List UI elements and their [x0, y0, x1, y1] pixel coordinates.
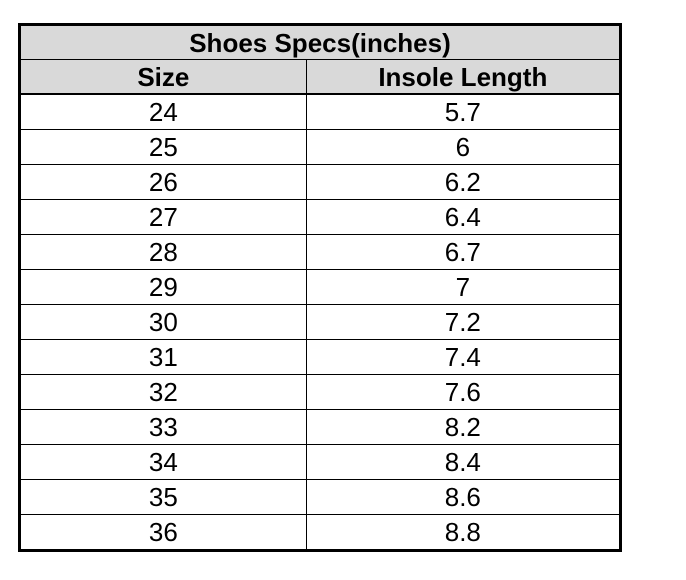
insole-length-cell: 6: [305, 129, 622, 165]
insole-length-cell: 7.6: [305, 374, 622, 410]
size-cell: 34: [19, 444, 307, 480]
title-row: Shoes Specs(inches): [19, 24, 621, 60]
size-cell: 32: [19, 374, 307, 410]
table-title: Shoes Specs(inches): [19, 24, 621, 60]
table-row: 29 7: [19, 269, 622, 305]
table-row: 25 6: [19, 129, 622, 165]
insole-length-cell: 8.8: [305, 514, 622, 551]
table-row: 24 5.7: [19, 93, 622, 130]
size-cell: 27: [19, 199, 307, 235]
size-cell: 28: [19, 234, 307, 270]
table-row: 32 7.6: [19, 374, 622, 410]
size-cell: 36: [19, 514, 307, 551]
table-row: 34 8.4: [19, 444, 622, 480]
insole-length-cell: 5.7: [305, 93, 622, 130]
size-cell: 33: [19, 409, 307, 445]
table-row: 26 6.2: [19, 164, 622, 200]
table-row: 28 6.7: [19, 234, 622, 270]
size-cell: 35: [19, 479, 307, 515]
size-cell: 25: [19, 129, 307, 165]
insole-length-cell: 8.2: [305, 409, 622, 445]
insole-length-cell: 6.4: [305, 199, 622, 235]
table-row: 30 7.2: [19, 304, 622, 340]
table-row: 33 8.2: [19, 409, 622, 445]
insole-length-cell: 6.2: [305, 164, 622, 200]
insole-length-cell: 6.7: [305, 234, 622, 270]
insole-length-cell: 7.4: [305, 339, 622, 375]
table-body: 24 5.7 25 6 26 6.2 27 6.4 28 6.7 29 7 30 7.2 31 7.4 32 7.…: [19, 93, 622, 551]
insole-length-cell: 7: [305, 269, 622, 305]
size-cell: 29: [19, 269, 307, 305]
column-header-insole-length: Insole Length: [305, 59, 622, 95]
column-header-size: Size: [19, 59, 307, 95]
table-row: 31 7.4: [19, 339, 622, 375]
size-cell: 26: [19, 164, 307, 200]
table-row: 27 6.4: [19, 199, 622, 235]
shoes-specs-table: Shoes Specs(inches) Size Insole Length 2…: [18, 23, 622, 552]
insole-length-cell: 8.4: [305, 444, 622, 480]
table-row: 36 8.8: [19, 514, 622, 551]
insole-length-cell: 7.2: [305, 304, 622, 340]
size-cell: 24: [19, 93, 307, 130]
table-row: 35 8.6: [19, 479, 622, 515]
size-cell: 31: [19, 339, 307, 375]
insole-length-cell: 8.6: [305, 479, 622, 515]
column-header-row: Size Insole Length: [19, 59, 622, 95]
size-cell: 30: [19, 304, 307, 340]
